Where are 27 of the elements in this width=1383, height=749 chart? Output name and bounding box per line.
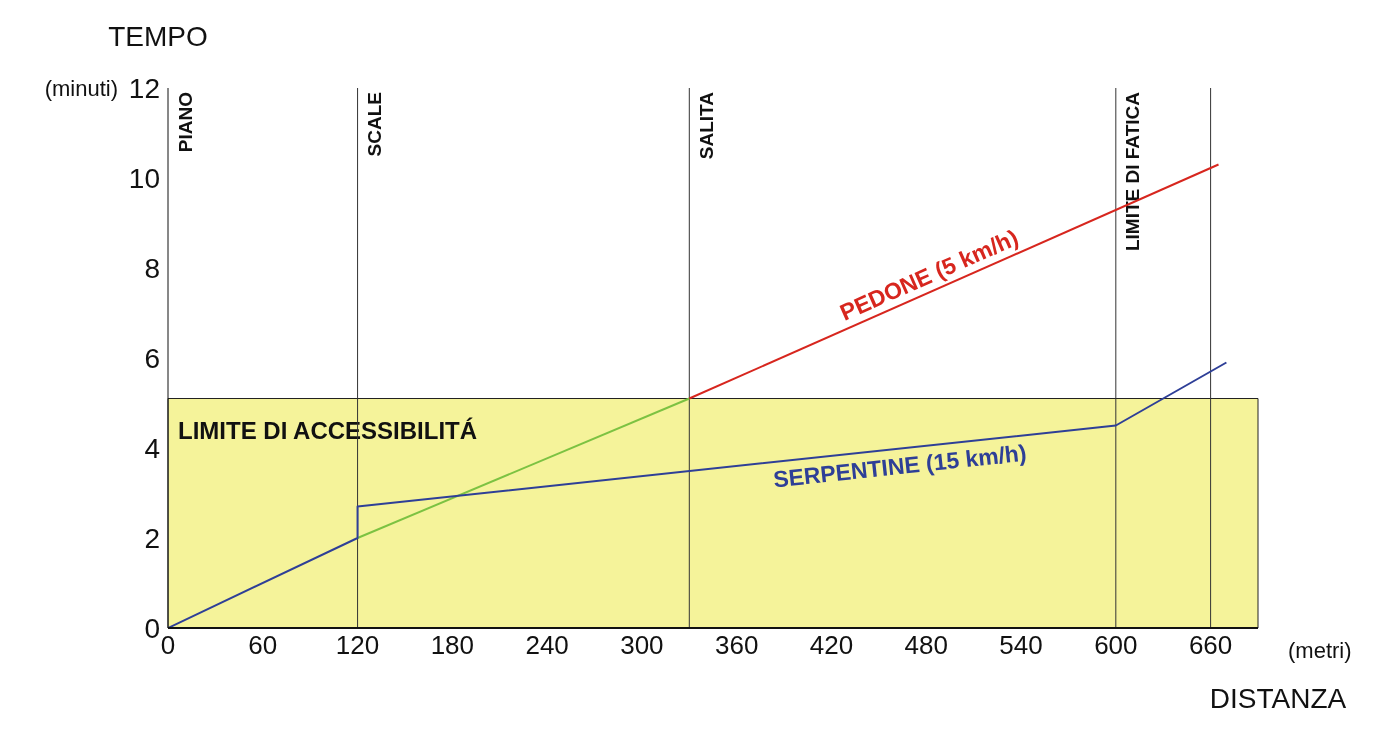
y-tick-label: 2 (144, 522, 160, 554)
x-tick-label: 600 (1094, 630, 1138, 661)
text: (metri) (1288, 638, 1352, 663)
y-tick-label: 8 (144, 252, 160, 284)
text: SERPENTINE (15 km/h) (772, 439, 1028, 493)
y-tick-label: 6 (144, 342, 160, 374)
x-axis-title: DISTANZA (1209, 683, 1347, 714)
x-tick-label: 360 (715, 630, 759, 661)
line-series (168, 361, 1228, 628)
x-tick-label: 180 (430, 630, 475, 661)
ref-line-label: SALITA (695, 91, 717, 160)
x-tick-label: 540 (999, 630, 1043, 661)
y-axis-title: TEMPO (108, 21, 208, 52)
x-tick-label: 240 (525, 630, 569, 661)
y-tick-label: 12 (128, 72, 160, 104)
ref-line-label: LIMITE DI FATICA (1122, 91, 1144, 252)
ref-line-label: SCALE (364, 92, 386, 157)
x-tick-label: 300 (620, 630, 664, 661)
annotation: PIANO (174, 92, 196, 153)
x-tick-label: 420 (809, 630, 854, 661)
y-tick-label: 4 (144, 432, 160, 464)
x-tick-label: 60 (248, 630, 278, 661)
x-tick-label: 480 (904, 630, 948, 661)
x-tick-label: 120 (335, 630, 380, 661)
x-tick-label: 660 (1188, 630, 1233, 661)
y-tick-label: 10 (128, 162, 160, 194)
text: (minuti) (44, 76, 118, 101)
